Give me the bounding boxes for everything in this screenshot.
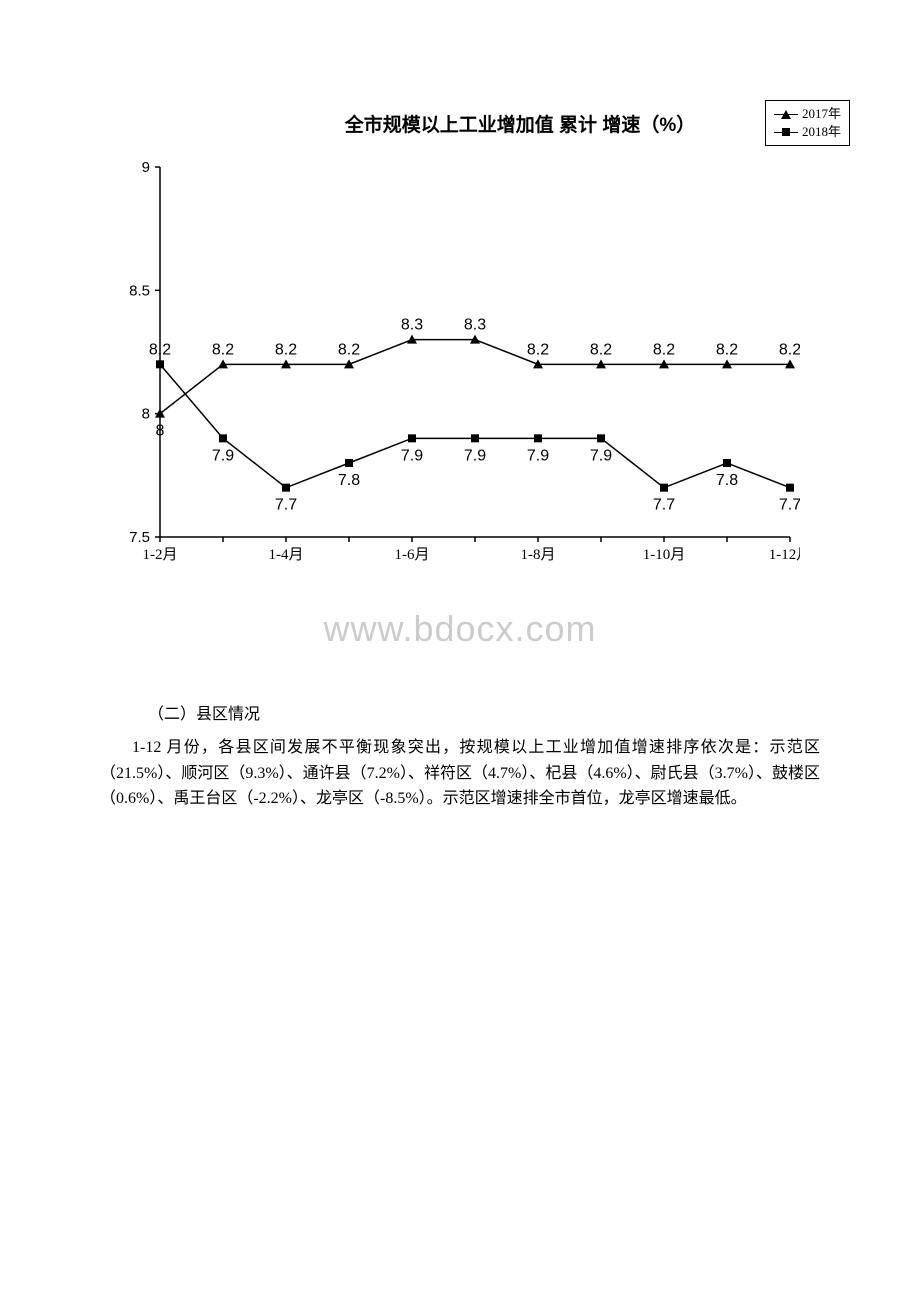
svg-text:1-12月: 1-12月 (769, 547, 800, 563)
svg-text:8.2: 8.2 (653, 341, 675, 358)
svg-text:8.2: 8.2 (527, 341, 549, 358)
svg-text:8.5: 8.5 (129, 282, 150, 299)
svg-text:8: 8 (142, 406, 150, 423)
svg-text:1-6月: 1-6月 (395, 547, 430, 563)
section-title: （二）县区情况 (148, 700, 260, 724)
svg-text:7.9: 7.9 (401, 447, 423, 464)
svg-text:1-2月: 1-2月 (143, 547, 178, 563)
svg-text:1-8月: 1-8月 (521, 547, 556, 563)
svg-text:7.7: 7.7 (275, 497, 297, 514)
svg-text:8: 8 (156, 423, 165, 440)
legend-label-2017: 2017年 (802, 105, 841, 123)
square-marker-icon (782, 128, 790, 136)
svg-text:8.2: 8.2 (212, 341, 234, 358)
svg-text:8.2: 8.2 (590, 341, 612, 358)
svg-text:8.2: 8.2 (779, 341, 800, 358)
svg-text:7.5: 7.5 (129, 529, 150, 546)
legend-item-2017: 2017年 (774, 105, 841, 123)
svg-text:8.2: 8.2 (149, 341, 171, 358)
svg-text:8.2: 8.2 (338, 341, 360, 358)
svg-text:8.3: 8.3 (464, 317, 486, 334)
chart-legend: 2017年 2018年 (765, 100, 850, 146)
svg-text:7.9: 7.9 (527, 447, 549, 464)
svg-text:7.9: 7.9 (464, 447, 486, 464)
legend-item-2018: 2018年 (774, 123, 841, 141)
triangle-marker-icon (781, 110, 791, 119)
svg-text:7.9: 7.9 (212, 447, 234, 464)
legend-label-2018: 2018年 (802, 123, 841, 141)
svg-text:8.2: 8.2 (275, 341, 297, 358)
svg-text:1-10月: 1-10月 (643, 547, 686, 563)
chart-container: 全市规模以上工业增加值 累计 增速（%） 2017年 2018年 7.588.5… (100, 110, 840, 620)
svg-text:7.9: 7.9 (590, 447, 612, 464)
svg-text:8.3: 8.3 (401, 317, 423, 334)
body-paragraph: 1-12 月份，各县区间发展不平衡现象突出，按规模以上工业增加值增速排序依次是：… (100, 735, 820, 812)
svg-text:9: 9 (142, 159, 150, 176)
svg-text:7.7: 7.7 (779, 497, 800, 514)
svg-text:7.8: 7.8 (338, 472, 360, 489)
svg-text:8.2: 8.2 (716, 341, 738, 358)
line-chart: 7.5 8 8.5 9 1-2月 1-4月 1-6月 1-8月 1-10月 1-12月 8 8.2 8.… (100, 137, 800, 577)
svg-text:7.8: 7.8 (716, 472, 738, 489)
svg-text:7.7: 7.7 (653, 497, 675, 514)
svg-text:1-4月: 1-4月 (269, 547, 304, 563)
